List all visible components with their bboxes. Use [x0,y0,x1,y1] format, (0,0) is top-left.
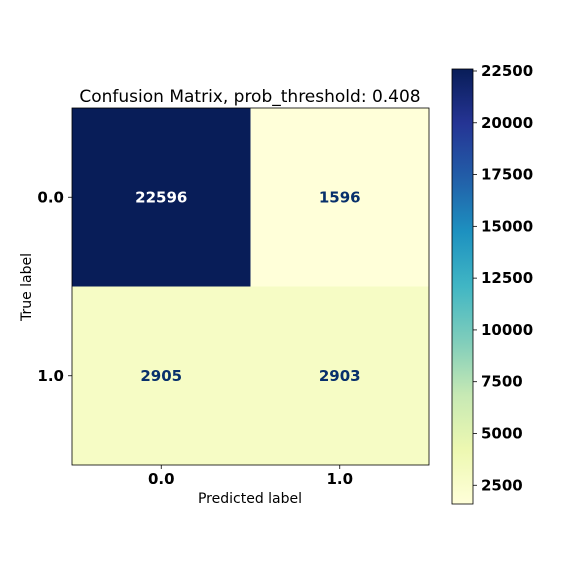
x-tick-label: 1.0 [326,470,353,488]
plot-frame [71,107,430,466]
colorbar-tick-label: 5000 [481,424,523,442]
y-tick-label: 0.0 [37,188,64,206]
colorbar-ticks: 2500 5000 7500 10000 12500 15000 17500 20000 225… [473,62,533,494]
colorbar [451,68,474,505]
cell-value-label: 1596 [319,188,361,206]
colorbar-tick-label: 15000 [481,217,533,235]
y-tick-label: 1.0 [37,367,64,385]
matrix-cell-1-1 [250,286,429,465]
cell-value-label: 2903 [319,367,361,385]
y-axis-ticks: 0.0 1.0 [37,188,72,385]
x-tick-label: 0.0 [148,470,175,488]
y-axis-label: True label [19,253,35,322]
colorbar-tick-label: 2500 [481,476,523,494]
colorbar-tick-label: 20000 [481,114,533,132]
x-axis-label: Predicted label [198,491,302,507]
cell-value-label: 22596 [135,188,187,206]
colorbar-tick-label: 7500 [481,373,523,391]
colorbar-tick-label: 17500 [481,166,533,184]
matrix-cell-0-1 [250,108,429,287]
matrix-cells [72,108,429,465]
matrix-cell-labels: 22596 1596 2905 2903 [135,188,360,385]
cell-value-label: 2905 [140,367,182,385]
chart-title: Confusion Matrix, prob_threshold: 0.408 [79,87,420,107]
colorbar-tick-label: 22500 [481,62,533,80]
x-axis-ticks: 0.0 1.0 [148,465,353,488]
colorbar-tick-label: 12500 [481,269,533,287]
matrix-cell-1-0 [72,286,251,465]
colorbar-tick-label: 10000 [481,321,533,339]
matrix-cell-0-0 [72,108,251,287]
